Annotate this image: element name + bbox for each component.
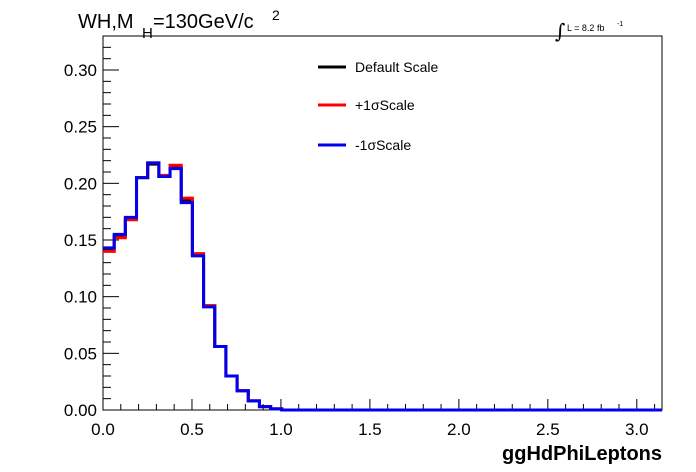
x-tick-label: 2.0: [447, 420, 471, 439]
chart-title: WH,M H =130GeV/c 2: [78, 7, 280, 42]
title-main: WH,M: [78, 11, 134, 33]
x-tick-label: 0.0: [91, 420, 115, 439]
y-tick-label: 0.00: [64, 401, 97, 420]
x-tick-label: 1.5: [358, 420, 382, 439]
title-superscript: 2: [272, 7, 280, 23]
series-default-scale: [103, 162, 662, 412]
legend-label-default: Default Scale: [355, 59, 438, 75]
luminosity-label: ∫ L = 8.2 fb -1: [555, 19, 623, 43]
lumi-superscript: -1: [617, 21, 623, 28]
y-tick-label: 0.20: [64, 174, 97, 193]
y-tick-label: 0.10: [64, 288, 97, 307]
axes: 0.0 0.5 1.0 1.5 2.0 2.5 3.0 0.00 0.05 0.10 0.15 0.2…: [64, 35, 656, 439]
plot-frame: [102, 35, 663, 411]
legend-label-plus: +1σScale: [355, 97, 415, 113]
y-tick-label: 0.25: [64, 118, 97, 137]
series-group: [103, 161, 662, 412]
title-rest: =130GeV/c: [153, 11, 254, 33]
title-subscript: H: [142, 25, 153, 42]
y-tick-label: 0.30: [64, 61, 97, 80]
y-tick-label: 0.15: [64, 231, 97, 250]
x-tick-label: 2.5: [536, 420, 560, 439]
x-tick-label: 1.0: [269, 420, 293, 439]
lumi-text: L = 8.2 fb: [567, 23, 604, 33]
integral-symbol: ∫: [555, 19, 565, 43]
series-minus-1sigma: [103, 161, 662, 412]
y-tick-label: 0.05: [64, 344, 97, 363]
legend: Default Scale +1σScale -1σScale: [318, 59, 438, 153]
x-axis-label: ggHdPhiLeptons: [502, 443, 662, 465]
x-tick-label: 0.5: [180, 420, 204, 439]
legend-label-minus: -1σScale: [355, 137, 411, 153]
x-tick-label: 3.0: [625, 420, 649, 439]
